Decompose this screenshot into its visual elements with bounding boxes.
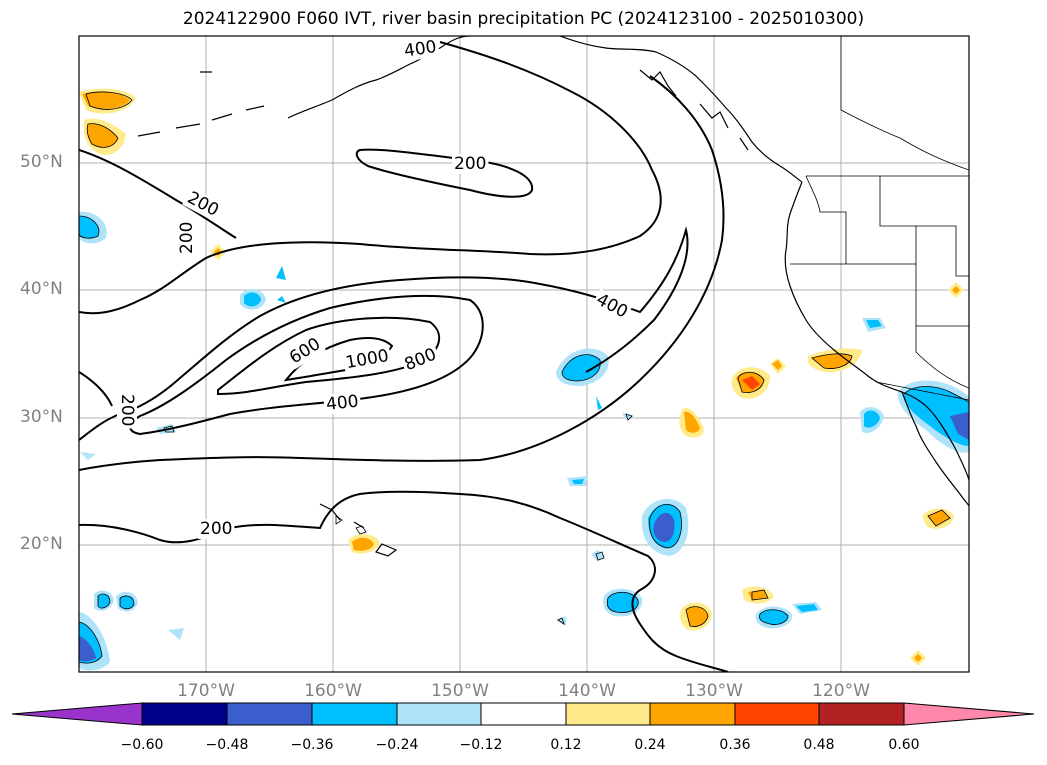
- lat-label-20n: 20°N: [20, 534, 63, 554]
- contour-label: 200: [177, 222, 197, 254]
- colorbar-swatch: [734, 702, 820, 726]
- colorbar-tick: 0.36: [719, 737, 751, 753]
- colorbar-tick: −0.48: [205, 737, 249, 753]
- contour-label-backdrop: [198, 519, 235, 539]
- colorbar-swatch: [311, 702, 398, 726]
- colorbar-tick: 0.60: [888, 737, 920, 753]
- map-frame: [78, 35, 970, 673]
- contour-label: 800: [402, 344, 440, 375]
- borders: [790, 36, 969, 401]
- colorbar-swatch: [396, 702, 482, 726]
- colorbar-tick: 0.48: [803, 737, 835, 753]
- colorbar-tick: 0.12: [550, 737, 582, 753]
- islands: [163, 413, 633, 625]
- colorbar-swatch: [141, 702, 228, 726]
- colorbar-swatch: [565, 702, 651, 726]
- map-title: 2024122900 F060 IVT, river basin precipi…: [182, 9, 865, 29]
- colorbar-swatch: [480, 702, 567, 726]
- precip-outlines: [79, 91, 969, 664]
- lon-label-160w: 160°W: [304, 681, 362, 701]
- lon-label-170w: 170°W: [177, 681, 235, 701]
- colorbar-swatch: [226, 702, 313, 726]
- lon-label-140w: 140°W: [558, 681, 616, 701]
- colorbar-tick: −0.24: [375, 737, 419, 753]
- colorbar-swatch: [11, 702, 143, 726]
- lon-label-120w: 120°W: [812, 681, 870, 701]
- contour-label: 400: [325, 392, 359, 415]
- contour-label-backdrop: [399, 343, 442, 376]
- contour-label: 1000: [344, 346, 390, 373]
- precip-positive-shading: [79, 88, 964, 666]
- contour-label: 200: [454, 154, 486, 174]
- contour-label: 200: [117, 394, 137, 426]
- contour-label-backdrop: [452, 154, 489, 174]
- contour-label-backdrop: [177, 219, 197, 256]
- lat-label-30n: 30°N: [20, 407, 63, 427]
- precip-negative-shading: [79, 211, 969, 671]
- colorbar-swatch: [818, 702, 905, 726]
- contour-label-backdrop: [342, 345, 393, 374]
- contour-label: 200: [200, 519, 232, 539]
- contour-label-backdrop: [284, 333, 326, 370]
- colorbar: [11, 702, 1035, 726]
- lon-label-130w: 130°W: [685, 681, 743, 701]
- colorbar-swatch: [649, 702, 736, 726]
- contour-label-backdrop: [400, 36, 440, 62]
- colorbar-tick: −0.12: [459, 737, 503, 753]
- contour-label-backdrop: [182, 186, 224, 222]
- colorbar-tick: −0.36: [290, 737, 334, 753]
- lat-label-40n: 40°N: [20, 279, 63, 299]
- lon-label-150w: 150°W: [431, 681, 489, 701]
- colorbar-tick: 0.24: [634, 737, 666, 753]
- contour-label: 400: [403, 37, 438, 61]
- contour-labels: 400 200 200 200 200 400 600 1000 800 400…: [117, 36, 633, 539]
- colorbar-swatch: [903, 702, 1035, 726]
- coastlines: [137, 36, 969, 557]
- contour-label-backdrop: [117, 392, 137, 429]
- colorbar-tick: −0.60: [120, 737, 164, 753]
- lat-label-50n: 50°N: [20, 152, 63, 172]
- contour-label-backdrop: [323, 391, 362, 416]
- contour-label-backdrop: [591, 288, 633, 324]
